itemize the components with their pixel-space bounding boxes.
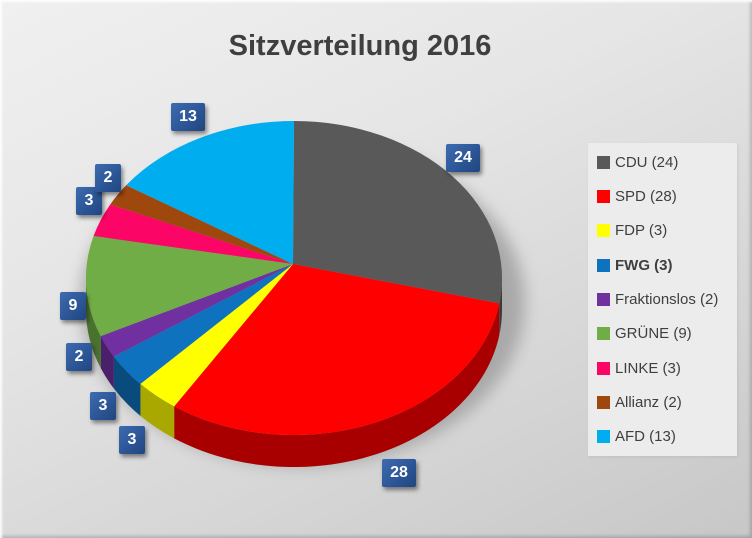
pie-rim-fwg	[113, 356, 141, 416]
legend-swatch-icon	[597, 361, 610, 375]
data-label-cdu[interactable]: 24	[446, 144, 480, 172]
legend-label: SPD (28)	[615, 187, 677, 205]
legend-item-afd[interactable]: AFD (13)	[597, 428, 737, 445]
legend-item-linke[interactable]: LINKE (3)	[597, 360, 737, 377]
data-label-afd[interactable]: 13	[171, 103, 205, 131]
pie-slice-afd[interactable]	[126, 121, 294, 264]
legend-swatch-icon	[597, 189, 610, 203]
legend-item-fwg[interactable]: FWG (3)	[597, 257, 737, 274]
legend-swatch-icon	[597, 224, 610, 238]
pie-rim-cdu	[499, 278, 502, 336]
pie-rim-fraktionslos	[100, 336, 114, 389]
legend: CDU (24) SPD (28) FDP (3) FWG (3) Fraktionsl…	[588, 143, 737, 456]
pie-slice-linke[interactable]	[93, 204, 293, 264]
legend-item-fdp[interactable]: FDP (3)	[597, 222, 737, 239]
legend-swatch-icon	[597, 155, 610, 169]
chart-title: Sitzverteilung 2016	[228, 30, 492, 62]
legend-item-allianz[interactable]: Allianz (2)	[597, 394, 737, 411]
data-label-spd[interactable]: 28	[382, 459, 416, 487]
data-label-allianz[interactable]: 2	[95, 164, 121, 192]
legend-item-grüne[interactable]: GRÜNE (9)	[597, 325, 737, 342]
pie-slice-allianz[interactable]	[110, 185, 293, 264]
data-label-grüne[interactable]: 9	[60, 292, 86, 320]
pie-slice-spd[interactable]	[174, 264, 500, 436]
legend-swatch-icon	[597, 292, 610, 306]
pie-rim-grüne	[86, 278, 101, 369]
legend-item-fraktionslos[interactable]: Fraktionslos (2)	[597, 291, 737, 308]
legend-swatch-icon	[597, 327, 610, 341]
legend-swatch-icon	[597, 395, 610, 409]
pie-slice-fwg[interactable]	[113, 264, 294, 384]
data-label-fraktionslos[interactable]: 2	[66, 343, 92, 371]
pie-slice-fraktionslos[interactable]	[100, 264, 294, 357]
data-label-fdp[interactable]: 3	[119, 426, 145, 454]
legend-label: Fraktionslos (2)	[615, 290, 719, 308]
pie-rim-spd	[174, 303, 500, 468]
legend-label: GRÜNE (9)	[615, 325, 692, 343]
pie-slice-cdu[interactable]	[293, 121, 503, 304]
legend-label: Allianz (2)	[615, 393, 682, 411]
legend-label: LINKE (3)	[615, 359, 681, 377]
legend-item-cdu[interactable]: CDU (24)	[597, 154, 737, 171]
pie-rim-fdp	[140, 383, 175, 439]
data-label-fwg[interactable]: 3	[90, 392, 116, 420]
legend-label: CDU (24)	[615, 153, 679, 171]
legend-label: FWG (3)	[615, 256, 673, 274]
legend-item-spd[interactable]: SPD (28)	[597, 188, 737, 205]
pie-slice-grüne[interactable]	[85, 236, 293, 337]
pie-slice-fdp[interactable]	[140, 264, 293, 407]
legend-label: AFD (13)	[615, 428, 676, 446]
legend-swatch-icon	[597, 430, 610, 444]
legend-label: FDP (3)	[615, 222, 668, 240]
legend-swatch-icon	[597, 258, 610, 272]
